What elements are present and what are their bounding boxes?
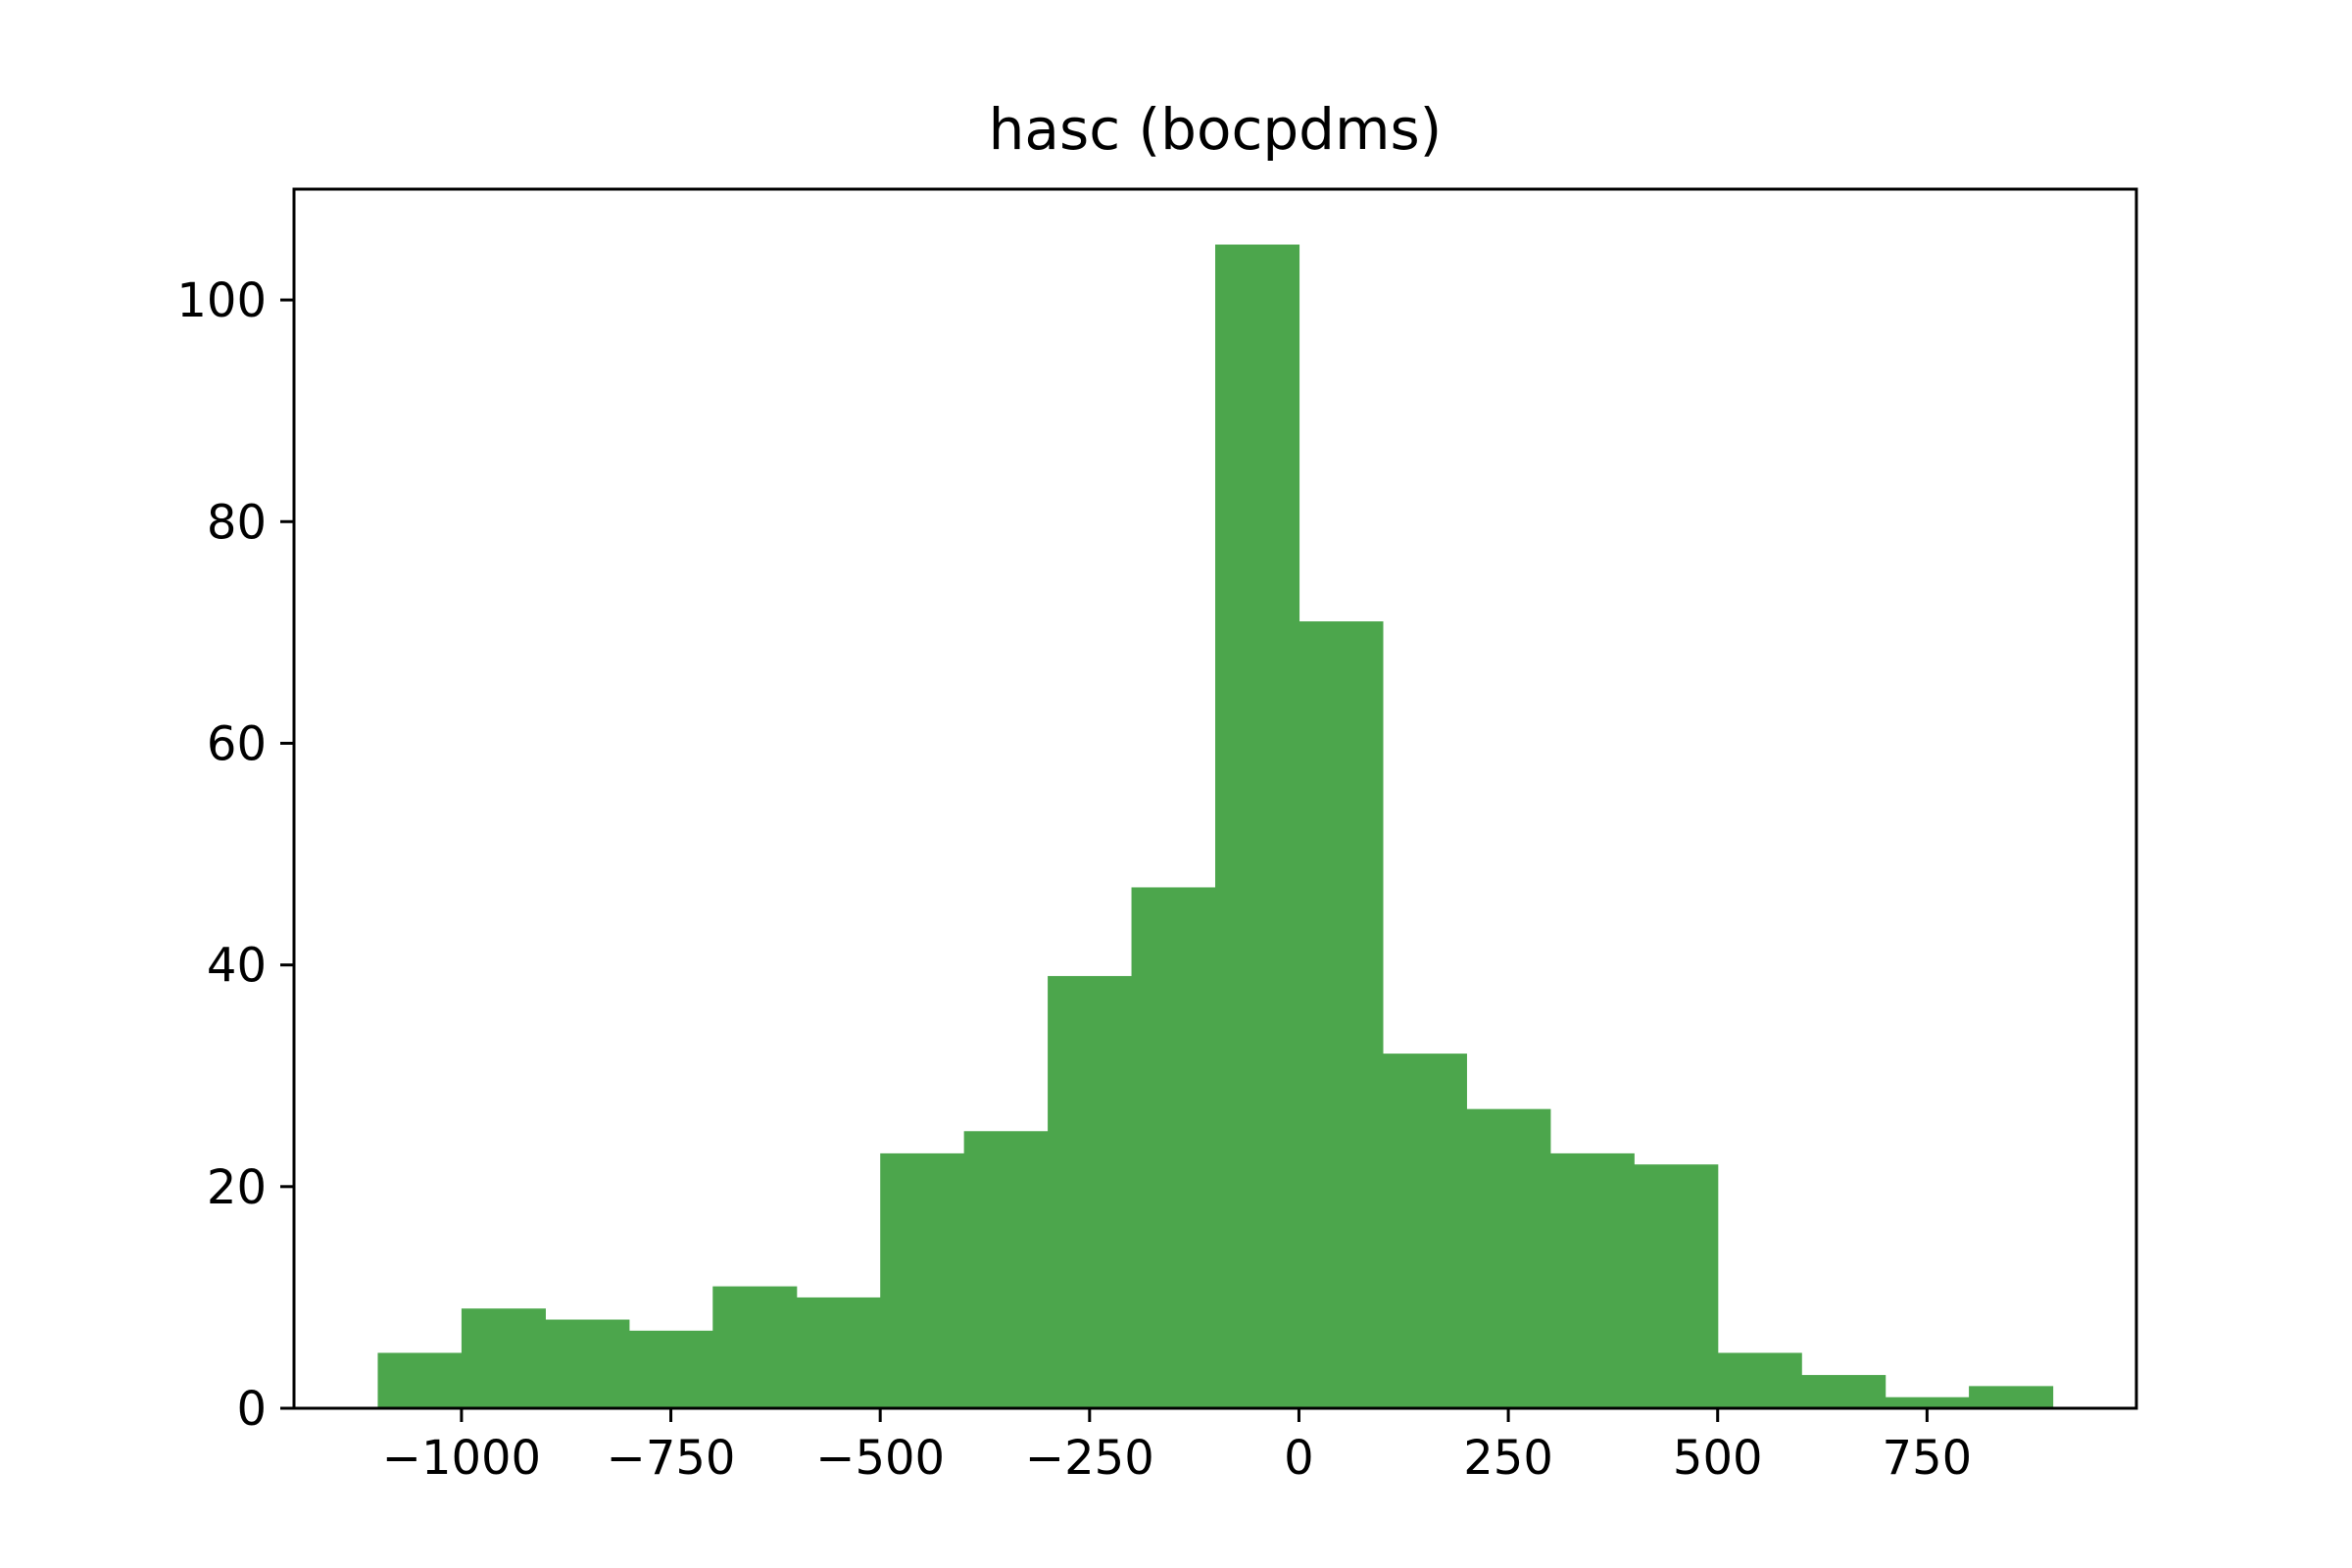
x-tick-label: −250 — [1025, 1431, 1154, 1486]
x-tick-label: 500 — [1673, 1431, 1763, 1486]
x-tick-label: −1000 — [382, 1431, 541, 1486]
y-tick-label: 40 — [207, 939, 267, 994]
histogram-bar — [1549, 1152, 1635, 1408]
histogram-bar — [1048, 975, 1133, 1408]
histogram-bar — [963, 1131, 1049, 1408]
x-axis: −1000 −750 −500 −250 0 250 500 750 — [382, 1408, 1972, 1486]
chart-title: hasc (bocpdms) — [989, 96, 1443, 163]
x-tick-label: 0 — [1284, 1431, 1314, 1486]
histogram-bar — [1634, 1164, 1719, 1408]
bars-group — [377, 244, 2054, 1409]
histogram-bar — [796, 1297, 881, 1408]
histogram-bar — [1215, 244, 1300, 1409]
histogram-bar — [1801, 1375, 1886, 1408]
x-tick-label: 250 — [1463, 1431, 1553, 1486]
histogram-bar — [880, 1152, 965, 1408]
x-tick-label: 750 — [1883, 1431, 1973, 1486]
y-tick-label: 0 — [236, 1382, 267, 1437]
y-tick-label: 80 — [207, 495, 267, 550]
y-tick-label: 20 — [207, 1160, 267, 1215]
histogram-bar — [628, 1330, 713, 1408]
plot-frame — [292, 187, 2138, 1410]
histogram-bar — [377, 1352, 463, 1408]
y-tick-label: 60 — [207, 716, 267, 771]
histogram-bar — [545, 1319, 630, 1408]
histogram-bar — [1382, 1054, 1467, 1408]
histogram-bar — [1131, 887, 1216, 1408]
histogram-bar — [1298, 621, 1384, 1408]
histogram-bar — [1717, 1352, 1802, 1408]
histogram-bar — [712, 1286, 798, 1408]
y-tick-label: 100 — [176, 273, 267, 328]
histogram-bar — [1885, 1396, 1970, 1408]
histogram-bar — [1969, 1386, 2054, 1408]
histogram-bar — [1466, 1108, 1551, 1408]
histogram-bar — [461, 1308, 546, 1408]
x-tick-label: −750 — [607, 1431, 736, 1486]
y-axis: 0 20 40 60 80 100 — [176, 273, 294, 1437]
x-tick-label: −500 — [815, 1431, 945, 1486]
